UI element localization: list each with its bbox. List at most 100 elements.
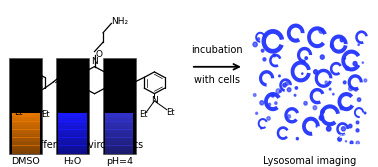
Bar [105,126,133,128]
Circle shape [340,38,344,42]
Bar [105,133,133,134]
Bar [58,113,87,115]
Text: N: N [31,96,38,105]
Circle shape [338,137,341,141]
Text: N: N [91,57,98,66]
Polygon shape [320,104,340,126]
Circle shape [345,141,347,142]
Polygon shape [336,122,349,136]
Text: NH₂: NH₂ [112,17,129,26]
Polygon shape [354,107,364,118]
Bar [103,58,136,154]
Bar [12,123,40,125]
Circle shape [271,94,274,97]
Polygon shape [330,62,342,76]
Polygon shape [330,35,348,54]
Polygon shape [310,88,324,104]
Text: in different environments: in different environments [19,140,143,150]
Circle shape [329,88,331,90]
Bar [58,139,87,141]
Text: Et: Et [42,110,50,119]
Text: DMSO: DMSO [11,157,40,166]
Polygon shape [262,29,284,54]
Bar [58,129,87,131]
Circle shape [283,83,286,87]
Circle shape [321,110,324,113]
Bar [12,118,40,120]
Circle shape [313,106,317,110]
Bar [58,145,87,147]
Circle shape [268,103,271,106]
Text: pH=4: pH=4 [106,157,133,166]
Circle shape [253,94,256,96]
Bar [58,133,87,134]
Bar [105,136,133,138]
Bar [58,152,87,154]
Polygon shape [264,92,280,111]
Circle shape [253,42,257,47]
Circle shape [302,73,303,74]
Circle shape [344,58,345,59]
Bar [58,141,87,142]
Bar [12,131,40,133]
Bar [105,128,133,130]
Polygon shape [302,117,320,136]
Bar [105,149,133,150]
Circle shape [294,94,296,96]
Bar [105,129,133,131]
Circle shape [305,57,307,59]
Text: N: N [74,85,81,94]
Circle shape [287,88,291,92]
Polygon shape [255,32,265,43]
Bar [58,137,87,139]
Bar [58,115,87,117]
Circle shape [340,106,343,110]
Circle shape [362,62,363,63]
Bar [58,120,87,122]
Bar [58,131,87,133]
Bar [58,147,87,149]
Circle shape [256,112,258,114]
Polygon shape [348,74,363,91]
Bar [12,152,40,154]
Circle shape [320,55,324,59]
Bar [12,144,40,146]
Bar [58,125,87,126]
Circle shape [356,141,359,145]
Circle shape [353,61,357,66]
Circle shape [341,127,345,131]
Circle shape [321,29,323,31]
Bar [58,117,87,118]
Bar [12,133,40,134]
Bar [58,150,87,152]
Bar [105,134,133,136]
Circle shape [356,121,359,124]
Bar [105,117,133,118]
Circle shape [350,141,353,144]
Bar [105,137,133,139]
Bar [105,118,133,120]
Bar [105,152,133,154]
Bar [105,147,133,149]
Polygon shape [291,60,311,82]
Polygon shape [259,70,274,87]
Bar [12,142,40,144]
Polygon shape [277,126,288,140]
Bar [56,58,89,154]
Circle shape [287,115,291,118]
Bar [105,145,133,147]
Bar [12,126,40,128]
Polygon shape [284,107,299,124]
Circle shape [316,126,317,127]
Bar [12,113,40,115]
Bar [58,136,87,138]
Polygon shape [269,54,281,67]
Circle shape [364,79,367,82]
Bar [12,125,40,126]
Circle shape [273,54,276,57]
Bar [58,123,87,125]
Bar [58,134,87,136]
Text: O: O [95,50,102,59]
Bar [58,149,87,150]
Circle shape [279,90,282,92]
